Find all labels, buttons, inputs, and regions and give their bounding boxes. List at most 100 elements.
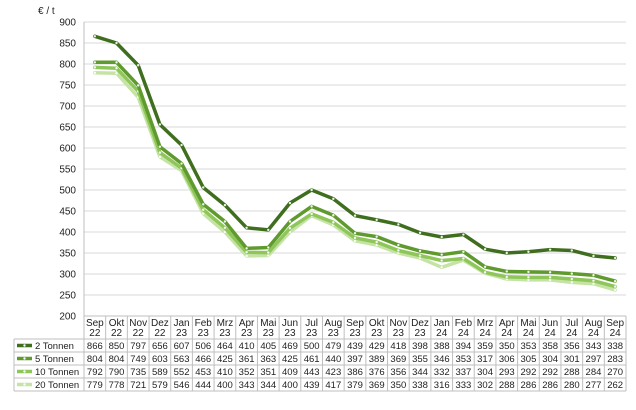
y-tick-label: 550 [59,165,76,176]
data-point [245,247,248,250]
x-tick-label: 23 [306,328,318,339]
data-point [202,212,205,215]
legend-label: 2 Tonnen [35,341,74,352]
x-tick-label: Nov [389,318,407,329]
data-point [353,214,357,217]
data-point [115,41,118,45]
data-label: 332 [434,367,450,378]
data-point [93,35,97,38]
data-label: 316 [434,380,450,391]
data-point [548,248,552,251]
data-label: 363 [260,354,276,365]
legend-key-marker [23,357,26,360]
data-point [462,257,465,260]
data-label: 469 [282,341,298,352]
data-point [527,278,530,282]
data-label: 405 [260,341,276,352]
data-point [353,232,357,235]
data-label: 350 [390,380,406,391]
data-point [483,271,487,274]
data-label: 389 [369,354,385,365]
data-label: 607 [174,341,190,352]
data-label: 351 [260,367,276,378]
data-label: 302 [477,380,493,391]
data-point [505,270,508,273]
x-tick-label: 23 [241,328,253,339]
x-tick-label: Jan [434,318,450,329]
data-label: 589 [152,367,168,378]
x-tick-label: Apr [499,318,515,329]
data-label: 400 [217,380,233,391]
x-tick-label: 23 [263,328,275,339]
data-label: 292 [521,367,537,378]
legend-key-marker [23,370,26,373]
data-point [397,243,400,247]
data-label: 804 [109,354,125,365]
series-line [93,34,617,260]
data-label: 304 [477,367,493,378]
data-label: 343 [239,380,255,391]
data-point [93,61,97,64]
data-label: 778 [109,380,125,391]
data-label: 552 [174,367,190,378]
data-point [570,281,573,284]
data-point [137,64,140,67]
data-label: 735 [130,367,146,378]
data-label: 656 [152,341,168,352]
data-label: 429 [369,341,385,352]
data-point [418,254,422,257]
data-label: 398 [412,341,428,352]
x-tick-label: 23 [414,328,426,339]
x-tick-label: Jul [305,318,318,329]
data-label: 410 [217,367,233,378]
x-tick-label: 23 [393,328,405,339]
x-tick-label: 23 [284,328,296,339]
data-label: 464 [217,341,233,352]
data-point [462,250,465,253]
data-label: 288 [499,380,515,391]
data-point [288,201,292,205]
y-tick-label: 900 [59,18,76,29]
data-label: 423 [325,367,341,378]
data-point [505,251,508,255]
data-label: 721 [130,380,146,391]
data-point [440,235,443,239]
x-tick-label: Dez [151,318,169,329]
data-label: 277 [586,380,602,391]
data-label: 425 [217,354,233,365]
data-point [115,72,118,75]
x-tick-label: 24 [501,328,513,339]
data-label: 417 [325,380,341,391]
x-tick-label: 24 [545,328,557,339]
series-line [93,65,617,289]
data-table: Sep22Okt22Nov22Dez22Jan23Feb23Mrz23Apr23… [13,315,627,392]
x-tick-label: 23 [176,328,188,339]
data-point [570,272,573,275]
data-label: 286 [542,380,558,391]
data-label: 286 [521,380,537,391]
data-label: 394 [455,341,471,352]
x-tick-label: Jun [542,318,558,329]
data-label: 353 [455,354,471,365]
x-tick-label: Apr [239,318,255,329]
data-point [397,223,400,226]
legend-label: 5 Tonnen [35,354,74,365]
data-point [592,274,595,277]
data-label: 400 [282,380,298,391]
data-label: 369 [390,354,406,365]
data-label: 410 [239,341,255,352]
y-tick-label: 850 [59,39,76,50]
data-point [548,271,552,274]
data-label: 350 [499,341,515,352]
data-label: 546 [174,380,190,391]
data-point [310,188,313,192]
data-point [288,220,292,223]
x-tick-label: 24 [458,328,470,339]
data-label: 297 [586,354,602,365]
y-tick-label: 600 [59,144,76,155]
y-tick-label: 800 [59,60,76,71]
data-point [613,256,617,260]
data-label: 409 [282,367,298,378]
data-point [483,265,487,269]
data-label: 397 [347,354,363,365]
